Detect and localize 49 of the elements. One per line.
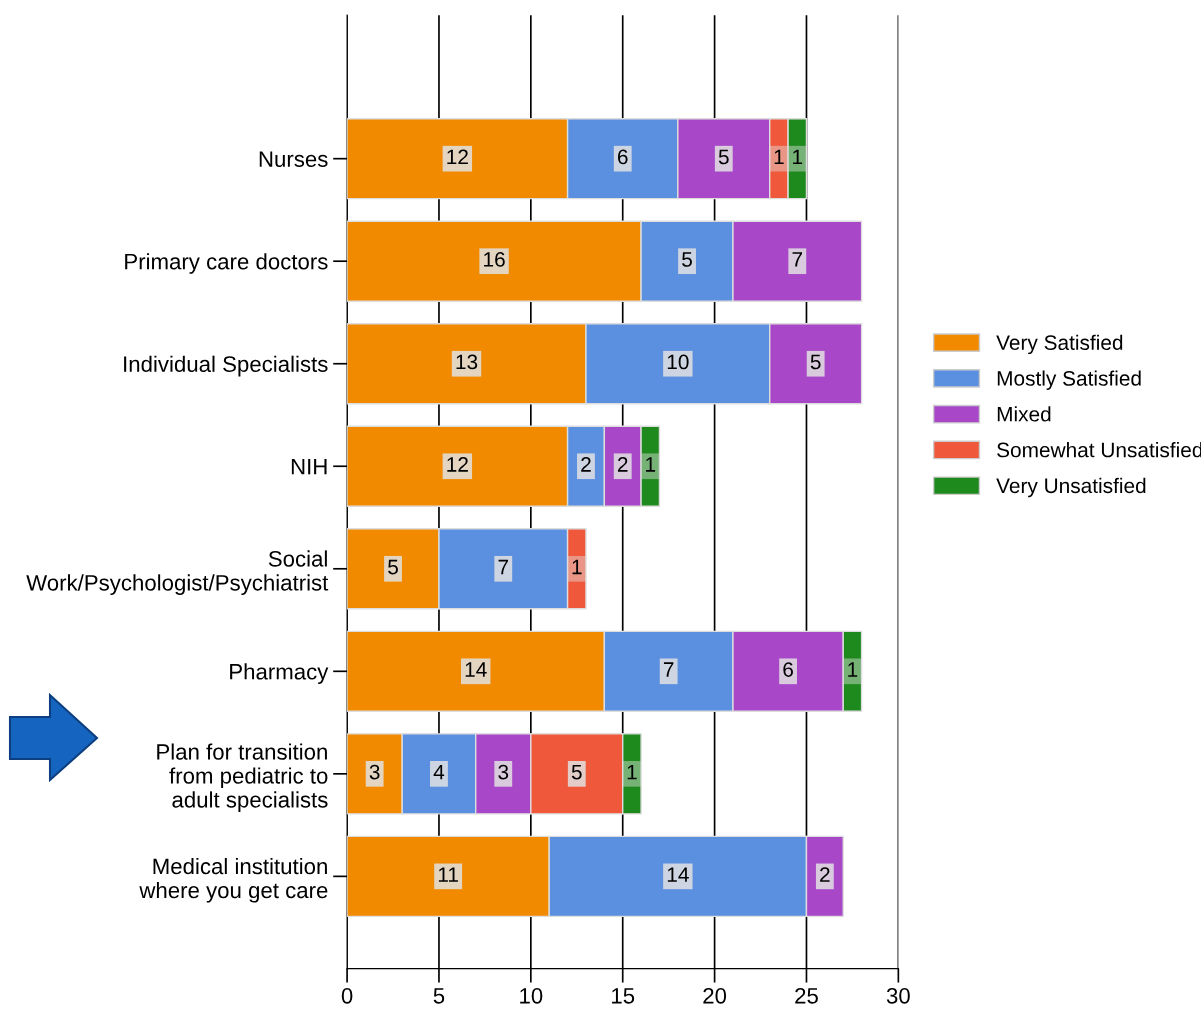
legend-label: Very Satisfied — [996, 334, 1123, 355]
x-tick-label: 15 — [612, 988, 635, 1004]
x-tick-label: 10 — [520, 987, 543, 1004]
data-label: 7 — [498, 559, 509, 575]
data-label: 1 — [627, 764, 637, 780]
x-tick-label: 25 — [795, 987, 818, 1004]
y-tick-label: Pharmacy — [230, 663, 329, 684]
data-label: 5 — [810, 354, 821, 370]
data-label: 12 — [447, 149, 468, 165]
y-tick-label: Medical institution where you get care — [139, 857, 328, 903]
legend-label: Mixed — [997, 406, 1051, 422]
x-tick-label: 30 — [886, 987, 910, 1004]
data-label: 1 — [793, 149, 803, 165]
x-tick-label: 5 — [433, 988, 445, 1004]
data-label: 3 — [498, 764, 509, 780]
data-label: 12 — [447, 457, 468, 472]
data-label: 16 — [484, 252, 505, 267]
data-label: 6 — [783, 662, 793, 677]
data-label: 14 — [667, 867, 689, 882]
y-tick-label: Nurses — [259, 151, 328, 167]
data-label: 5 — [388, 559, 398, 575]
data-label: 7 — [792, 252, 803, 267]
data-label: 1 — [774, 149, 784, 165]
y-tick-label: Plan for transition from pediatric to adult specialists — [157, 743, 328, 813]
data-label: 2 — [820, 867, 830, 882]
data-label: 1 — [572, 559, 582, 575]
data-label: 10 — [667, 354, 689, 370]
data-label: 11 — [438, 867, 458, 882]
data-label: 14 — [465, 662, 487, 677]
data-label: 4 — [433, 764, 445, 780]
data-label: 5 — [718, 149, 729, 165]
y-tick-label: NIH — [291, 459, 327, 475]
data-label: 1 — [848, 662, 858, 677]
data-label: 5 — [571, 764, 582, 780]
legend-label: Mostly Satisfied — [997, 370, 1141, 390]
y-tick-label: Social Work/Psychologist/Psychiatrist — [26, 550, 329, 596]
data-label: 5 — [682, 252, 692, 267]
data-label: 2 — [581, 457, 591, 472]
data-label: 3 — [369, 764, 380, 780]
y-tick-label: Individual Specialists — [124, 355, 328, 377]
legend-label: Very Unsatisfied — [996, 477, 1146, 498]
x-tick-label: 0 — [341, 987, 353, 1004]
data-label: 6 — [617, 149, 628, 165]
data-label: 13 — [456, 354, 478, 370]
y-tick-label: Primary care doctors — [125, 253, 328, 274]
data-label: 2 — [617, 457, 628, 472]
data-label: 1 — [646, 457, 656, 472]
data-label: 7 — [663, 662, 674, 677]
x-tick-label: 20 — [703, 987, 727, 1004]
